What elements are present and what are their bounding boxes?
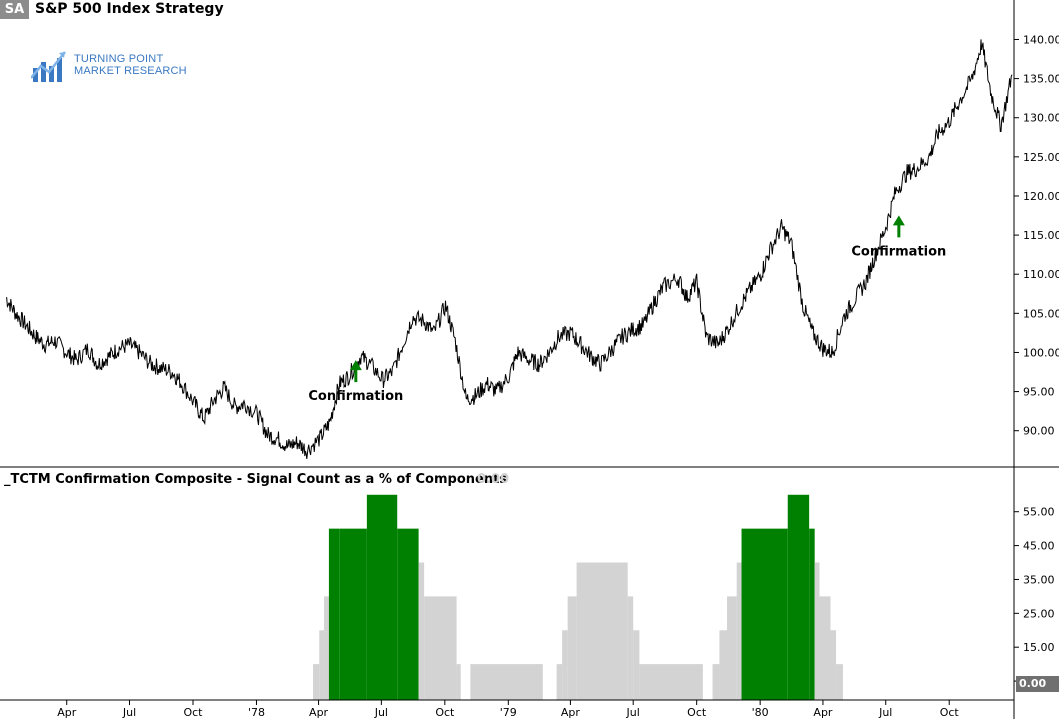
composite-bar (556, 664, 563, 700)
xtick-label: Oct (940, 706, 960, 719)
composite-bar (313, 664, 320, 700)
price-ytick-label: 105.00 (1023, 307, 1059, 320)
confirmation-label: Confirmation (308, 389, 403, 404)
logo-line-1: TURNING POINT (74, 53, 164, 65)
signal-bar (787, 494, 810, 700)
composite-bar (836, 664, 843, 700)
price-ytick-label: 90.00 (1023, 425, 1055, 438)
composite-bar (562, 630, 568, 700)
xtick-label: Apr (57, 706, 77, 719)
price-series (6, 39, 1013, 459)
price-ytick-label: 110.00 (1023, 268, 1059, 281)
composite-bar (319, 630, 325, 700)
xtick-label: Apr (813, 706, 833, 719)
price-ytick-label: 135.00 (1023, 73, 1059, 86)
chart-title: S&P 500 Index Strategy (35, 1, 224, 17)
logo-line-2: MARKET RESEARCH (74, 65, 187, 77)
composite-bar (814, 562, 820, 700)
composite-bar (633, 630, 640, 700)
composite-bar (324, 596, 329, 700)
lower-panel-last-value: 0.00 (477, 472, 510, 487)
composite-bars (313, 494, 843, 700)
composite-bar (470, 664, 543, 700)
xtick-label: Apr (309, 706, 329, 719)
xtick-label: Apr (561, 706, 581, 719)
confirmation-arrow-head-icon (349, 360, 362, 371)
composite-bar (418, 562, 425, 700)
signal-bar (397, 528, 419, 700)
comp-ytick-label: 25.00 (1023, 607, 1055, 620)
composite-bar (819, 596, 831, 700)
composite-bar (719, 630, 728, 700)
price-ytick-label: 120.00 (1023, 190, 1059, 203)
comp-ytick-label: 45.00 (1023, 540, 1055, 553)
xtick-label: Jul (878, 706, 892, 719)
composite-bar (424, 596, 457, 700)
composite-bar (456, 664, 461, 700)
xtick-label: Jul (374, 706, 388, 719)
composite-bar (727, 596, 737, 700)
composite-bar (830, 630, 837, 700)
price-ytick-label: 125.00 (1023, 151, 1059, 164)
composite-bar (736, 562, 742, 700)
confirmation-label: Confirmation (851, 244, 946, 259)
xtick-label: Oct (183, 706, 203, 719)
xtick-label: Jul (626, 706, 640, 719)
last-value-badge: 0.00 (1016, 676, 1059, 692)
xtick-label: '80 (752, 706, 769, 719)
xtick-label: '78 (248, 706, 265, 719)
xtick-label: Oct (687, 706, 707, 719)
composite-bar (576, 562, 628, 700)
comp-ytick-label: 55.00 (1023, 506, 1055, 519)
price-line (6, 39, 1013, 459)
price-ytick-label: 95.00 (1023, 386, 1055, 399)
price-ytick-label: 115.00 (1023, 229, 1059, 242)
xtick-label: '79 (500, 706, 517, 719)
composite-bar (712, 664, 720, 700)
annotations: Confirmation Confirmation (308, 215, 946, 404)
logo-text: TURNING POINT MARKET RESEARCH (74, 53, 187, 77)
price-ytick-label: 140.00 (1023, 33, 1059, 46)
comp-ytick-label: 35.00 (1023, 573, 1055, 586)
confirmation-arrow-head-icon (892, 215, 905, 226)
composite-bar (627, 596, 634, 700)
signal-bar (339, 528, 367, 700)
lower-panel-title: _TCTM Confirmation Composite - Signal Co… (4, 472, 508, 487)
price-ytick-label: 130.00 (1023, 112, 1059, 125)
signal-bar (328, 528, 340, 700)
composite-bar (639, 664, 703, 700)
symbol-badge: SA (0, 0, 29, 19)
signal-bar (741, 528, 788, 700)
comp-ytick-label: 15.00 (1023, 641, 1055, 654)
signal-bar (809, 528, 815, 700)
composite-bar (567, 596, 577, 700)
xtick-label: Jul (122, 706, 136, 719)
xtick-label: Oct (435, 706, 455, 719)
signal-bar (366, 494, 398, 700)
price-ytick-label: 100.00 (1023, 346, 1059, 359)
logo-icon (31, 51, 66, 82)
